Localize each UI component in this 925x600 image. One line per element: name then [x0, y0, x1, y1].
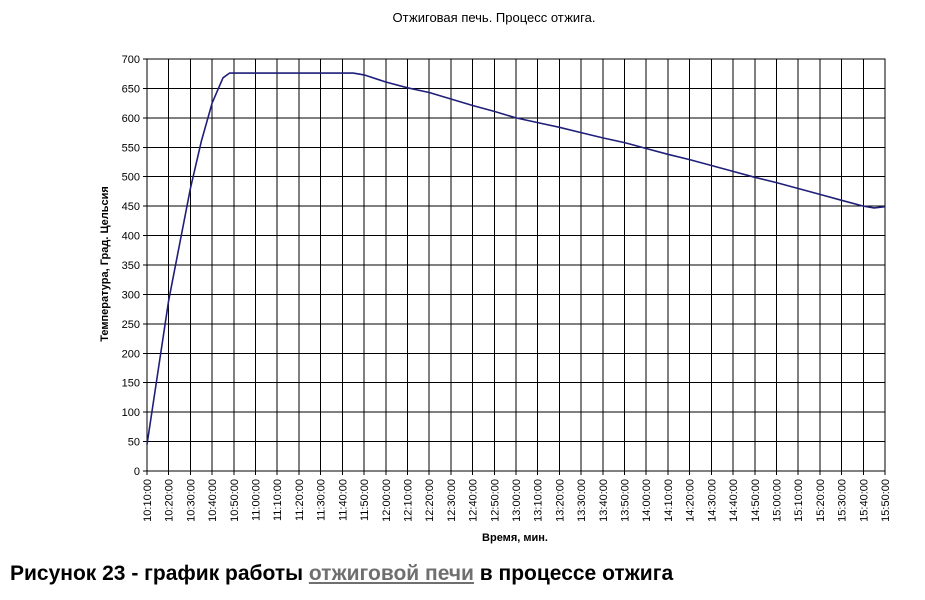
chart-title: Отжиговая печь. Процесс отжига. [393, 10, 596, 25]
x-tick-label-7: 11:20:00 [294, 479, 306, 521]
x-tick-label-17: 13:00:00 [511, 479, 523, 522]
x-tick-label-1: 10:20:00 [164, 479, 176, 522]
x-tick-label-5: 11:00:00 [251, 479, 263, 521]
y-tick-label-350: 350 [122, 260, 140, 272]
y-axis-ticks: 0 50 100 150 200 250 300 350 400 450 500 550 600 650 7… [122, 54, 147, 478]
x-tick-label-26: 14:30:00 [706, 479, 718, 522]
y-tick-label-0: 0 [134, 466, 140, 478]
x-tick-label-34: 15:50:00 [880, 479, 892, 522]
x-tick-label-3: 10:40:00 [207, 479, 219, 522]
x-tick-label-25: 14:20:00 [685, 479, 697, 522]
x-axis-ticks: 10:10:00 10:20:00 10:30:00 10:40:00 10:50:00… [142, 471, 892, 522]
x-tick-label-32: 15:30:00 [837, 479, 849, 522]
grid-lines [146, 58, 886, 472]
figure-caption: Рисунок 23 - график работы отжиговой печ… [10, 562, 673, 586]
caption-link[interactable]: отжиговой печи [308, 562, 474, 585]
y-tick-label-550: 550 [122, 142, 140, 154]
y-tick-label-150: 150 [122, 378, 140, 390]
x-tick-label-20: 13:30:00 [576, 479, 588, 522]
x-tick-label-28: 14:50:00 [750, 479, 762, 522]
x-tick-label-27: 14:40:00 [728, 479, 740, 522]
x-tick-label-11: 12:00:00 [381, 479, 393, 522]
y-tick-label-400: 400 [122, 231, 140, 243]
y-tick-label-250: 250 [122, 319, 140, 331]
x-tick-label-18: 13:10:00 [533, 479, 545, 522]
caption-prefix: Рисунок 23 - график работы [10, 562, 309, 585]
caption-suffix: в процессе отжига [473, 562, 674, 585]
x-tick-label-12: 12:10:00 [402, 479, 414, 522]
x-tick-label-31: 15:20:00 [815, 479, 827, 522]
x-tick-label-15: 12:40:00 [468, 479, 480, 522]
x-tick-label-22: 13:50:00 [620, 479, 632, 522]
x-tick-label-13: 12:20:00 [424, 479, 436, 522]
x-tick-label-4: 10:50:00 [229, 479, 241, 522]
y-tick-label-200: 200 [122, 348, 140, 360]
x-tick-label-16: 12:50:00 [489, 479, 501, 522]
y-tick-label-50: 50 [128, 437, 140, 449]
y-tick-label-650: 650 [122, 83, 140, 95]
series-line-0 [146, 72, 886, 445]
x-tick-label-2: 10:30:00 [185, 479, 197, 522]
x-tick-label-0: 10:10:00 [142, 479, 154, 522]
y-axis-label: Температура, Град. Цельсия [99, 186, 111, 342]
x-tick-label-24: 14:10:00 [663, 479, 675, 522]
y-tick-label-100: 100 [122, 407, 140, 419]
x-tick-label-30: 15:10:00 [793, 479, 805, 522]
y-tick-label-700: 700 [122, 54, 140, 66]
x-tick-label-6: 11:10:00 [272, 479, 284, 521]
y-tick-label-450: 450 [122, 201, 140, 213]
x-tick-label-8: 11:30:00 [316, 479, 328, 521]
x-tick-label-9: 11:40:00 [337, 479, 349, 521]
x-axis-label: Время, мин. [482, 532, 548, 544]
series-layer [146, 72, 886, 445]
x-tick-label-29: 15:00:00 [771, 479, 783, 522]
x-tick-label-10: 11:50:00 [359, 479, 371, 521]
x-tick-label-21: 13:40:00 [598, 479, 610, 522]
y-tick-label-600: 600 [122, 113, 140, 125]
x-tick-label-14: 12:30:00 [446, 479, 458, 522]
x-tick-label-23: 14:00:00 [641, 479, 653, 522]
x-tick-label-33: 15:40:00 [858, 479, 870, 522]
x-tick-label-19: 13:20:00 [554, 479, 566, 522]
annealing-chart: Отжиговая печь. Процесс отжига. 0 50 100 15… [99, 10, 892, 544]
y-tick-label-300: 300 [122, 289, 140, 301]
y-tick-label-500: 500 [122, 172, 140, 184]
